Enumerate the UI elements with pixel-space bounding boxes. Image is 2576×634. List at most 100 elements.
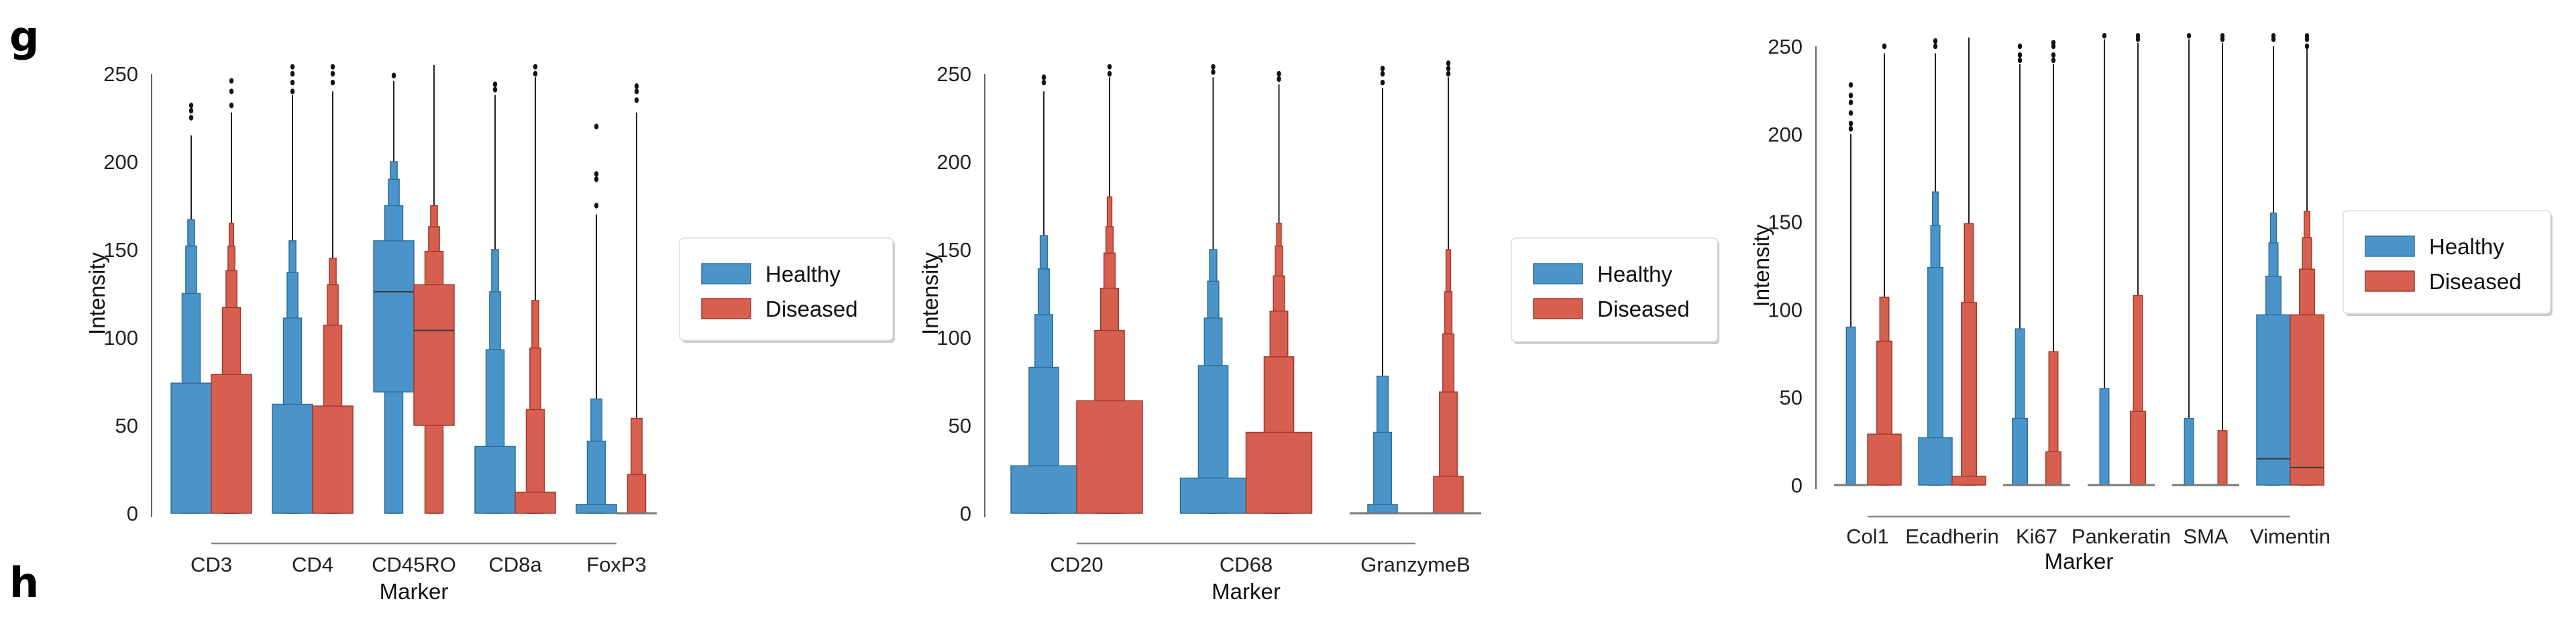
- y-tick-label: 50: [115, 414, 138, 437]
- x-axis-label: Marker: [2045, 549, 2114, 574]
- box-level: [474, 445, 516, 514]
- boxen-diseased-cd4: [312, 64, 354, 514]
- chart-panel-2: 0 50 100 150 200 250 Intensity CD20 CD68 Granzyme…: [918, 60, 1719, 604]
- outlier-point: [229, 78, 234, 84]
- y-axis-label: Intensity: [85, 252, 109, 335]
- legend-swatch-diseased: [701, 298, 751, 319]
- legend-box: [679, 237, 894, 341]
- y-tick-label: 100: [936, 326, 971, 350]
- outlier-point: [2271, 33, 2276, 39]
- outlier-point: [2102, 33, 2107, 39]
- y-axis-label: Intensity: [1749, 224, 1774, 307]
- boxen-diseased-col1: [1867, 43, 1902, 486]
- outlier-point: [1107, 70, 1112, 77]
- boxen-healthy-cd3: [170, 102, 212, 514]
- legend-swatch-healthy: [1533, 263, 1583, 284]
- outlier-point: [634, 89, 639, 95]
- outlier-point: [2017, 43, 2023, 50]
- outlier-point: [1380, 79, 1385, 86]
- box-level: [1867, 433, 1902, 486]
- legend-swatch-healthy: [701, 263, 751, 284]
- y-tick-label: 200: [1768, 123, 1803, 146]
- outlier-point: [1041, 74, 1046, 81]
- outlier-point: [1211, 69, 1216, 75]
- outlier-point: [2304, 43, 2310, 50]
- boxen-diseased-cd20: [1076, 64, 1143, 514]
- box-level: [312, 405, 354, 514]
- x-tick-label: CD45RO: [372, 553, 456, 576]
- box-level: [1076, 400, 1143, 514]
- outlier-point: [1380, 70, 1385, 77]
- x-tick-label: CD4: [292, 553, 333, 576]
- outlier-point: [634, 97, 639, 103]
- x-tick-label: Pankeratin: [2072, 525, 2171, 548]
- y-axis-label: Intensity: [918, 252, 943, 335]
- boxen-healthy-vimentin: [2256, 33, 2291, 486]
- box-level: [2290, 314, 2324, 486]
- boxen-healthy-ki67: [2003, 43, 2037, 486]
- box-level: [2012, 417, 2028, 486]
- outlier-point: [2051, 52, 2056, 58]
- box-level: [2256, 314, 2291, 486]
- box-level: [2217, 430, 2228, 486]
- outlier-point: [2220, 33, 2225, 39]
- box-level: [2045, 451, 2061, 486]
- boxen-diseased-cd8a: [515, 64, 556, 514]
- legend-label-healthy: Healthy: [765, 262, 841, 286]
- outlier-point: [330, 70, 335, 77]
- outlier-point: [1882, 43, 1887, 50]
- outlier-point: [634, 83, 639, 89]
- x-axis-label: Marker: [1212, 579, 1281, 604]
- y-tick-label: 250: [1768, 35, 1803, 58]
- outlier-point: [594, 176, 599, 182]
- outlier-point: [2017, 57, 2023, 64]
- legend-label-healthy: Healthy: [1597, 262, 1672, 286]
- box-level: [576, 504, 617, 514]
- outlier-point: [533, 64, 538, 70]
- outlier-point: [1277, 70, 1281, 77]
- legend: Healthy Diseased: [679, 237, 895, 343]
- legend-label-diseased: Diseased: [765, 297, 858, 321]
- box-level: [515, 491, 556, 514]
- boxen-healthy-ecadherin: [1918, 38, 1953, 486]
- outlier-point: [2304, 33, 2310, 39]
- boxen-diseased-cd3: [211, 78, 252, 514]
- boxen-healthy-cd20: [1010, 74, 1077, 514]
- legend-box: [2343, 210, 2551, 314]
- outlier-point: [594, 171, 599, 177]
- x-tick-label: SMA: [2183, 525, 2229, 548]
- outlier-point: [330, 64, 335, 70]
- outlier-point: [1848, 99, 1854, 105]
- outlier-point: [1933, 38, 1938, 44]
- outlier-point: [1107, 64, 1112, 70]
- outlier-point: [594, 203, 599, 209]
- y-tick-label: 100: [103, 326, 138, 350]
- y-tick-label: 50: [949, 414, 971, 437]
- legend-swatch-diseased: [2365, 270, 2415, 292]
- outlier-point: [1041, 79, 1046, 86]
- outlier-point: [594, 123, 599, 129]
- x-tick-label: CD3: [191, 553, 232, 576]
- box-level: [1179, 477, 1247, 514]
- boxen-diseased-vimentin: [2290, 33, 2324, 486]
- y-tick-label: 150: [936, 238, 971, 262]
- x-tick-label: Ecadherin: [1905, 525, 1999, 548]
- outlier-point: [2186, 33, 2192, 39]
- x-tick-label: Ki67: [2016, 525, 2057, 548]
- outlier-point: [290, 70, 295, 77]
- legend: Healthy Diseased: [2343, 210, 2553, 316]
- outlier-point: [1446, 65, 1451, 72]
- box-level: [1010, 465, 1077, 514]
- y-tick-label: 250: [103, 62, 138, 86]
- panel-label-g: g: [9, 12, 40, 61]
- outlier-point: [1211, 64, 1216, 70]
- boxen-healthy-granzymeb: [1350, 65, 1415, 515]
- boxen-healthy-sma: [2172, 33, 2206, 486]
- x-tick-label: CD20: [1050, 553, 1103, 576]
- box-level: [1961, 302, 1977, 486]
- box-level: [170, 382, 212, 514]
- outlier-point: [290, 64, 295, 70]
- box-level: [373, 240, 415, 392]
- outlier-point: [1848, 125, 1854, 132]
- y-tick-label: 200: [936, 150, 971, 174]
